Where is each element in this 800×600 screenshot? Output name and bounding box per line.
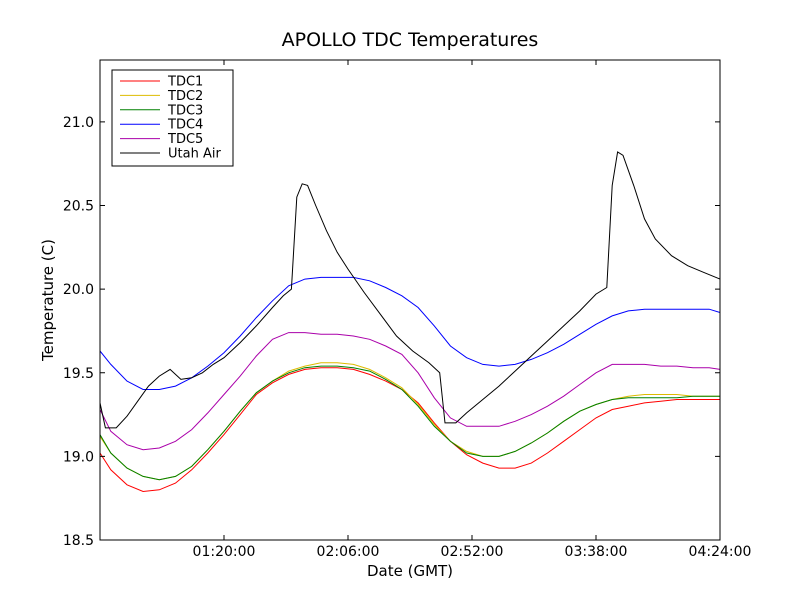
legend-label: TDC3: [167, 103, 203, 118]
legend-label: TDC1: [167, 75, 203, 90]
x-axis-title: Date (GMT): [367, 562, 453, 580]
x-tick-label: 02:52:00: [441, 544, 504, 560]
x-tick-label: 02:06:00: [317, 544, 380, 560]
series-line-tdc4: [99, 276, 721, 390]
legend-box: [111, 69, 234, 167]
y-tick-label: 20.5: [63, 199, 94, 215]
plot-frame: [99, 59, 721, 541]
y-axis-title: Temperature (C): [39, 239, 57, 362]
series-line-utah-air: [99, 151, 721, 429]
x-axis: 01:20:00 02:06:00 02:52:00 03:38:00 04:24:00: [193, 60, 752, 560]
series-lines: [99, 151, 721, 493]
y-axis: 18.5 19.0 19.5 20.0 20.5 21.0: [63, 115, 720, 549]
y-tick-label: 18.5: [63, 533, 94, 549]
chart-title: APOLLO TDC Temperatures: [282, 29, 539, 51]
legend-label: TDC2: [167, 89, 203, 104]
x-tick-label: 01:20:00: [193, 544, 256, 560]
y-tick-label: 20.0: [63, 282, 94, 298]
y-tick-label: 19.0: [63, 449, 94, 465]
series-line-tdc5: [99, 332, 721, 451]
series-line-tdc3: [99, 365, 720, 481]
legend-label: TDC4: [167, 118, 203, 133]
legend-label: TDC5: [167, 132, 203, 147]
legend-label: Utah Air: [168, 147, 221, 162]
x-tick-label: 03:38:00: [565, 544, 628, 560]
y-tick-label: 21.0: [63, 115, 94, 131]
x-tick-label: 04:24:00: [689, 544, 752, 560]
y-tick-label: 19.5: [63, 366, 94, 382]
